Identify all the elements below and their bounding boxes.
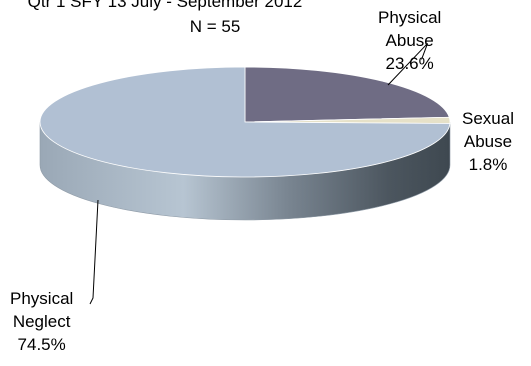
slice-label-line: Abuse (385, 31, 434, 50)
leader-line-physical-neglect (89, 199, 99, 305)
chart-title: Qtr 1 SFY 13 July - September 2012 (27, 0, 303, 11)
slice-value-label: 74.5% (17, 335, 66, 354)
chart-subtitle: N = 55 (189, 17, 241, 36)
slice-label-line: Neglect (12, 312, 71, 331)
slice-value-label: 1.8% (468, 155, 508, 174)
pie-slice-physical-abuse (244, 66, 450, 123)
slice-label-line: Abuse (463, 132, 513, 151)
slice-label-physical-neglect: Physical Neglect 74.5% (10, 287, 73, 356)
slice-label-line: Sexual (462, 109, 514, 128)
slice-label-physical-abuse: Physical Abuse 23.6% (378, 6, 441, 75)
slice-label-line: Physical (10, 289, 74, 308)
slice-label-line: Physical (378, 8, 442, 27)
pie-slice-physical-neglect (39, 66, 451, 178)
slice-value-label: 23.6% (385, 54, 434, 73)
slice-label-sexual-abuse: Sexual Abuse 1.8% (462, 107, 514, 176)
leader-line-physical-abuse (387, 43, 429, 86)
